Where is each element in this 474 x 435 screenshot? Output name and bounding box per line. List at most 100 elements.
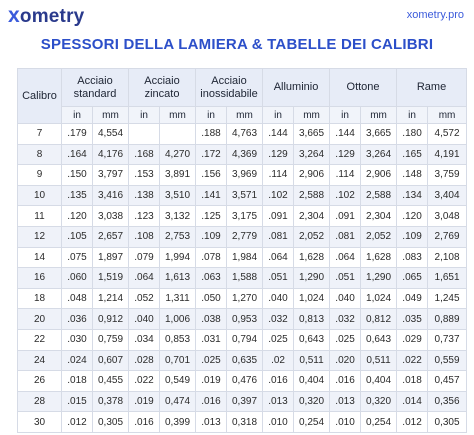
inch-cell: .028 — [128, 349, 161, 372]
mm-cell: 0,853 — [159, 328, 197, 351]
xometry-logo: xometry — [8, 4, 84, 28]
mm-cell: 0,474 — [159, 390, 197, 413]
inch-cell: .016 — [262, 370, 295, 392]
header-gauge: Calibro — [17, 68, 62, 124]
mm-cell: 1,984 — [226, 246, 264, 269]
mm-cell: 0,813 — [293, 308, 331, 330]
gauge-cell: 20 — [17, 308, 62, 330]
inch-cell: .120 — [61, 205, 93, 227]
inch-cell: .114 — [262, 164, 295, 186]
inch-cell: .064 — [262, 246, 295, 269]
inch-cell: .123 — [128, 205, 161, 227]
mm-cell: 0,643 — [360, 328, 398, 351]
inch-cell: .010 — [329, 411, 362, 433]
mm-cell: 0,305 — [427, 411, 468, 433]
inch-cell: .081 — [262, 225, 295, 248]
gauge-cell: 7 — [17, 123, 62, 145]
table-row: 24.024 0,607.028 0,701.025 0,635.02 0,511.02… — [17, 349, 468, 372]
mm-cell: 1,006 — [159, 308, 197, 330]
inch-cell: .02 — [262, 349, 295, 372]
gauge-cell: 22 — [17, 328, 62, 351]
mm-cell: 1,897 — [91, 246, 130, 269]
inch-cell: .109 — [396, 225, 429, 248]
inch-cell: .040 — [329, 287, 362, 310]
mm-cell: 0,643 — [293, 328, 331, 351]
table-row: 22.030 0,759.034 0,853.031 0,794.025 0,643.0… — [17, 328, 468, 351]
gauge-cell: 11 — [17, 205, 62, 227]
mm-cell — [159, 123, 197, 145]
unit-mm: mm — [293, 106, 331, 124]
inch-cell: .165 — [396, 143, 429, 166]
inch-cell: .032 — [262, 308, 295, 330]
unit-in: in — [396, 106, 429, 124]
gauge-cell: 12 — [17, 225, 62, 248]
mm-cell: 2,906 — [360, 164, 398, 186]
gauge-cell: 16 — [17, 267, 62, 289]
mm-cell: 2,052 — [293, 225, 331, 248]
inch-cell: .010 — [262, 411, 295, 433]
inch-cell: .109 — [195, 225, 228, 248]
site-link[interactable]: xometry.pro — [406, 9, 464, 21]
inch-cell: .032 — [329, 308, 362, 330]
inch-cell: .079 — [128, 246, 161, 269]
mm-cell: 4,763 — [226, 123, 264, 145]
mm-cell: 2,588 — [360, 184, 398, 207]
mm-cell: 1,245 — [427, 287, 468, 310]
inch-cell: .105 — [61, 225, 93, 248]
unit-mm: mm — [226, 106, 264, 124]
inch-cell: .179 — [61, 123, 93, 145]
inch-cell: .020 — [329, 349, 362, 372]
inch-cell: .030 — [61, 328, 93, 351]
mm-cell: 0,701 — [159, 349, 197, 372]
inch-cell: .153 — [128, 164, 161, 186]
inch-cell: .013 — [262, 390, 295, 413]
inch-cell: .125 — [195, 205, 228, 227]
mm-cell: 3,416 — [91, 184, 130, 207]
mm-cell: 4,191 — [427, 143, 468, 166]
inch-cell: .013 — [329, 390, 362, 413]
mm-cell: 3,665 — [293, 123, 331, 145]
inch-cell: .018 — [61, 370, 93, 392]
mm-cell: 1,214 — [91, 287, 130, 310]
mm-cell: 0,455 — [91, 370, 130, 392]
mm-cell: 3,132 — [159, 205, 197, 227]
inch-cell: .013 — [195, 411, 228, 433]
mm-cell: 0,254 — [360, 411, 398, 433]
inch-cell: .135 — [61, 184, 93, 207]
gauge-cell: 9 — [17, 164, 62, 186]
inch-cell: .025 — [262, 328, 295, 351]
page-title: SPESSORI DELLA LAMIERA & TABELLE DEI CAL… — [40, 36, 434, 53]
inch-cell: .114 — [329, 164, 362, 186]
mm-cell: 3,038 — [91, 205, 130, 227]
mm-cell: 0,889 — [427, 308, 468, 330]
inch-cell: .120 — [396, 205, 429, 227]
mm-cell: 0,397 — [226, 390, 264, 413]
table-row: 7.179 4,554.188 4,763.144 3,665.144 3,665.18… — [17, 123, 468, 145]
mm-cell: 1,613 — [159, 267, 197, 289]
mm-cell: 0,912 — [91, 308, 130, 330]
inch-cell: .035 — [396, 308, 429, 330]
inch-cell: .034 — [128, 328, 161, 351]
mm-cell: 1,311 — [159, 287, 197, 310]
gauge-cell: 10 — [17, 184, 62, 207]
mm-cell: 4,554 — [91, 123, 130, 145]
mm-cell: 3,175 — [226, 205, 264, 227]
mm-cell: 0,356 — [427, 390, 468, 413]
gauge-cell: 18 — [17, 287, 62, 310]
inch-cell: .016 — [195, 390, 228, 413]
inch-cell: .141 — [195, 184, 228, 207]
inch-cell: .031 — [195, 328, 228, 351]
table-row: 18.048 1,214.052 1,311.050 1,270.040 1,024.0… — [17, 287, 468, 310]
mm-cell: 0,607 — [91, 349, 130, 372]
inch-cell: .164 — [61, 143, 93, 166]
mm-cell: 0,318 — [226, 411, 264, 433]
gauge-cell: 24 — [17, 349, 62, 372]
mm-cell: 0,404 — [293, 370, 331, 392]
gauge-table: Calibro Acciaio standard Acciaio zincato… — [17, 68, 468, 433]
mm-cell: 4,176 — [91, 143, 130, 166]
mm-cell: 3,797 — [91, 164, 130, 186]
inch-cell: .015 — [61, 390, 93, 413]
mm-cell: 0,737 — [427, 328, 468, 351]
mm-cell: 1,588 — [226, 267, 264, 289]
header-brass: Ottone — [329, 68, 398, 107]
